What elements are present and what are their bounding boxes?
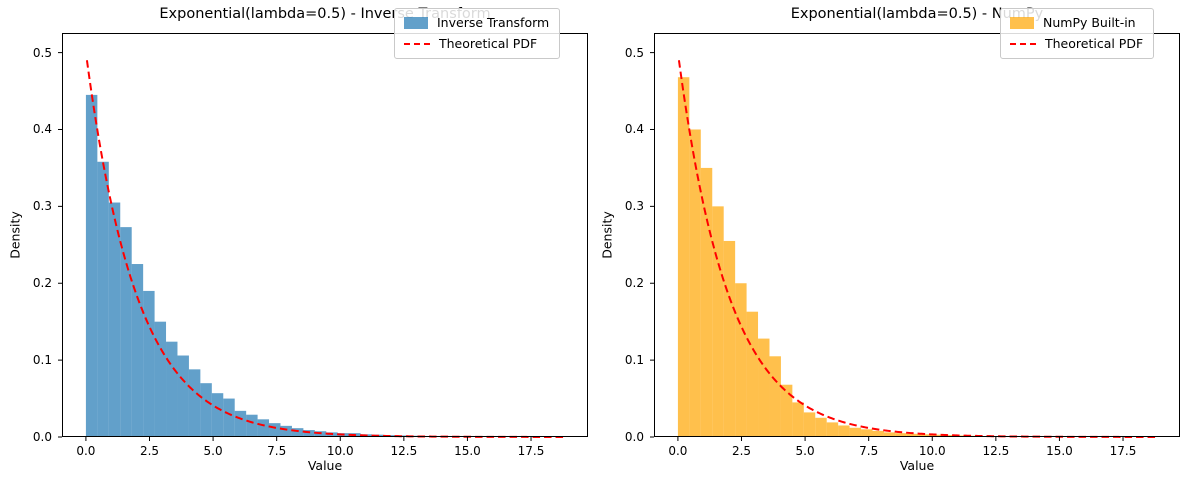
y-tick-label: 0.0 — [32, 430, 52, 444]
histogram-bar — [712, 206, 724, 437]
histogram-bar — [689, 129, 701, 437]
x-tick-label: 5.0 — [203, 444, 223, 458]
theoretical-pdf-curve — [677, 60, 1157, 438]
histogram-bar — [257, 419, 270, 437]
histogram-bar — [200, 383, 212, 437]
histogram-bar — [223, 398, 235, 437]
y-tick-label: 0.0 — [624, 430, 644, 444]
axes-frame — [62, 33, 588, 437]
histogram-bar — [211, 393, 224, 437]
y-tick-label: 0.4 — [624, 122, 644, 137]
histogram-bar — [154, 321, 167, 437]
histogram-bar — [872, 430, 884, 437]
left-y-axis-label: Density — [7, 211, 23, 259]
histogram-bar — [303, 430, 315, 437]
y-tick-label: 0.1 — [624, 353, 644, 368]
histogram-bar — [177, 355, 189, 437]
x-tick-label: 10.0 — [918, 444, 946, 458]
histogram-bar — [861, 429, 873, 437]
legend-label: NumPy Built-in — [1043, 15, 1136, 30]
histogram-bar — [838, 425, 850, 437]
histogram-bar — [758, 338, 770, 437]
histogram-patch-swatch — [1010, 16, 1034, 29]
dashed-line-swatch — [404, 42, 430, 45]
histogram-bar — [234, 410, 247, 437]
left-plot-area — [58, 33, 588, 441]
legend-label: Theoretical PDF — [1045, 36, 1144, 51]
y-tick-label: 0.2 — [624, 276, 644, 291]
x-tick-label: 7.5 — [859, 444, 879, 458]
histogram-bar — [677, 77, 690, 438]
histogram-bar — [85, 94, 98, 437]
y-tick-label: 0.4 — [32, 122, 52, 137]
histogram-bar — [792, 402, 804, 437]
x-tick-label: 5.0 — [795, 444, 815, 458]
histogram-bar — [815, 417, 827, 437]
histogram-bar — [246, 414, 258, 437]
x-tick-label: 17.5 — [517, 444, 545, 458]
histogram-bar — [735, 283, 747, 437]
x-tick-label: 15.0 — [454, 444, 481, 458]
axes-frame — [654, 33, 1180, 437]
histogram-bar — [929, 434, 942, 437]
histogram-bar — [723, 240, 736, 437]
x-tick-label: 0.0 — [668, 444, 688, 458]
histogram-bar — [826, 422, 839, 437]
x-tick-label: 12.5 — [390, 444, 418, 458]
histogram-bar — [803, 412, 816, 437]
right-x-axis-label: Value — [899, 458, 935, 473]
legend-entry: Theoretical PDF — [404, 36, 549, 51]
x-tick-label: 12.5 — [982, 444, 1010, 458]
histogram-bar — [849, 427, 862, 437]
y-tick-label: 0.5 — [624, 45, 644, 60]
histogram-bar — [883, 432, 896, 437]
histogram-bar — [906, 433, 919, 437]
histogram-patch-swatch — [404, 16, 428, 29]
y-tick-label: 0.5 — [32, 45, 52, 60]
histogram-bar — [291, 428, 304, 437]
y-tick-label: 0.2 — [32, 276, 52, 291]
left-x-axis-label: Value — [307, 458, 343, 473]
left-legend: Inverse Transform Theoretical PDF — [394, 8, 561, 59]
histogram-bar — [143, 290, 155, 437]
histogram-bar — [108, 202, 121, 437]
histogram-bar — [188, 369, 201, 437]
x-tick-label: 15.0 — [1046, 444, 1073, 458]
legend-entry: Inverse Transform — [404, 15, 549, 30]
right-plot-title: Exponential(lambda=0.5) - NumPy — [790, 6, 1044, 22]
x-tick-label: 0.0 — [76, 444, 96, 458]
x-tick-label: 7.5 — [267, 444, 287, 458]
y-tick-label: 0.3 — [32, 199, 52, 214]
x-tick-label: 10.0 — [326, 444, 354, 458]
histogram-bar — [280, 425, 292, 437]
histogram-bar — [166, 341, 178, 437]
x-tick-label: 2.5 — [139, 444, 160, 458]
right-plot-area — [650, 33, 1180, 441]
legend-label: Theoretical PDF — [439, 36, 538, 51]
x-tick-label: 17.5 — [1109, 444, 1137, 458]
theoretical-pdf-curve — [85, 60, 565, 438]
histogram-bar — [746, 311, 759, 437]
histogram-bar — [918, 434, 930, 437]
left-histogram-svg — [58, 33, 588, 441]
legend-entry: Theoretical PDF — [1010, 36, 1143, 51]
histogram-bar — [780, 384, 793, 437]
histogram-bar — [131, 264, 144, 437]
histogram-bar — [895, 433, 907, 437]
histogram-bar — [97, 161, 109, 437]
histogram-bar — [769, 356, 781, 437]
histogram-bar — [120, 227, 132, 437]
histogram-bar — [700, 167, 713, 438]
legend-entry: NumPy Built-in — [1010, 15, 1143, 30]
right-histogram-svg — [650, 33, 1180, 441]
right-legend: NumPy Built-in Theoretical PDF — [1000, 8, 1155, 59]
y-tick-label: 0.3 — [624, 199, 644, 214]
legend-label: Inverse Transform — [437, 15, 550, 30]
y-tick-label: 0.1 — [32, 353, 52, 368]
x-tick-label: 2.5 — [731, 444, 752, 458]
right-y-axis-label: Density — [599, 211, 615, 259]
dashed-line-swatch — [1010, 42, 1036, 45]
histogram-bar — [269, 423, 281, 437]
